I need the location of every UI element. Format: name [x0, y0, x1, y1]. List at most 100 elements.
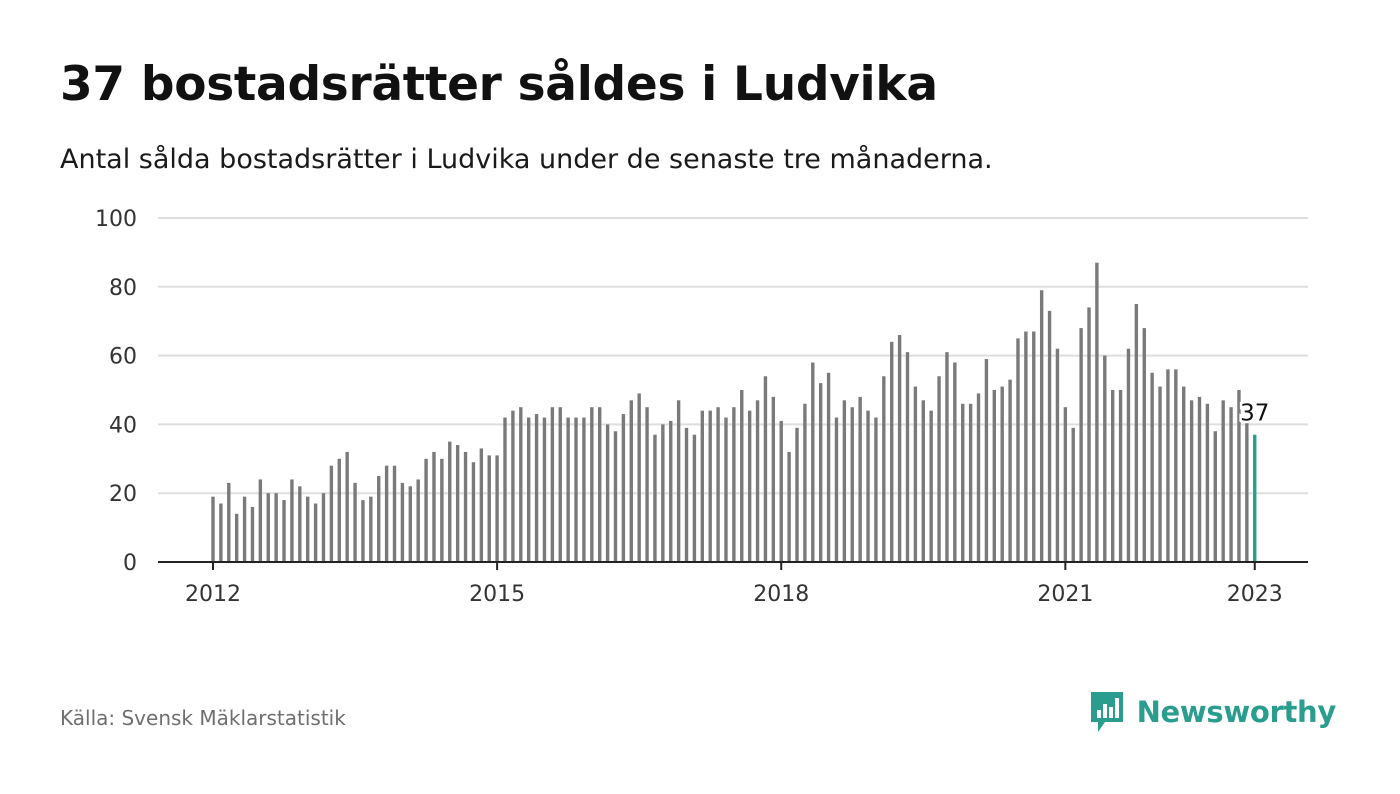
bar — [282, 500, 286, 562]
bar — [842, 400, 847, 562]
bar — [503, 417, 507, 562]
bar — [329, 465, 334, 562]
bar — [1134, 304, 1139, 562]
bar — [953, 362, 957, 562]
source-note: Källa: Svensk Mäklarstatistik — [60, 706, 346, 730]
bar — [653, 434, 657, 562]
bar — [1126, 348, 1131, 562]
bar — [1142, 328, 1146, 562]
bar — [882, 376, 886, 562]
bar — [1024, 331, 1028, 562]
bar — [637, 393, 641, 562]
bar — [992, 390, 997, 562]
bar — [550, 407, 555, 562]
bar — [1087, 307, 1091, 562]
bar — [1110, 390, 1115, 562]
bar — [298, 486, 302, 562]
bar — [455, 445, 460, 562]
bar — [582, 417, 586, 562]
x-tick-label: 2021 — [1037, 582, 1093, 607]
bar — [266, 493, 270, 562]
bar — [700, 410, 704, 562]
bar — [1189, 400, 1194, 562]
y-tick-label: 60 — [109, 345, 137, 370]
bar — [1174, 369, 1178, 562]
bar — [1103, 355, 1107, 562]
bar — [1055, 348, 1060, 562]
bar — [479, 448, 484, 562]
bar — [905, 352, 910, 562]
bar — [1063, 407, 1068, 562]
brand[interactable]: Newsworthy — [1089, 690, 1336, 734]
bar — [463, 451, 468, 562]
bar — [211, 496, 215, 562]
bar — [740, 390, 744, 562]
bar — [1221, 400, 1225, 562]
bar — [440, 458, 444, 562]
bar — [471, 462, 476, 562]
bar — [369, 496, 373, 562]
bar — [566, 417, 570, 562]
bar — [763, 376, 768, 562]
bar — [866, 410, 870, 562]
y-tick-label: 100 — [95, 207, 137, 232]
bar — [384, 465, 389, 562]
bar — [290, 479, 294, 562]
x-tick-label: 2018 — [753, 582, 809, 607]
bar — [913, 386, 918, 562]
bar — [448, 441, 452, 562]
bar — [897, 334, 902, 562]
bar — [945, 352, 949, 562]
bar — [645, 407, 649, 562]
bar — [1166, 369, 1170, 562]
x-tick-label: 2023 — [1227, 582, 1283, 607]
bar — [432, 451, 436, 562]
bar — [1245, 420, 1249, 562]
bar — [858, 396, 862, 562]
bar — [1229, 407, 1233, 562]
chart-subtitle: Antal sålda bostadsrätter i Ludvika unde… — [60, 144, 993, 175]
brand-name: Newsworthy — [1136, 695, 1337, 729]
bar — [306, 496, 310, 562]
bar — [1205, 403, 1210, 562]
bar — [708, 410, 712, 562]
bar-highlight — [1253, 434, 1257, 562]
bar — [1079, 328, 1083, 562]
bar — [1039, 290, 1044, 562]
bar — [242, 496, 247, 562]
y-tick-label: 0 — [123, 551, 137, 576]
bar — [542, 417, 547, 562]
bar — [684, 427, 689, 562]
bar — [274, 493, 278, 562]
bar — [424, 458, 428, 562]
bar — [408, 486, 412, 562]
bar — [574, 417, 578, 562]
bar-chart-speech-bubble-icon — [1090, 692, 1123, 732]
bar — [321, 493, 326, 562]
bar — [519, 407, 523, 562]
bar — [661, 424, 665, 562]
bar — [803, 403, 807, 562]
bar — [621, 414, 626, 562]
bar — [227, 482, 231, 562]
bar — [313, 503, 318, 562]
bar — [811, 362, 815, 562]
bar — [716, 407, 720, 562]
bar — [558, 407, 562, 562]
highlight-value-label: 37 — [1240, 401, 1269, 427]
bar — [526, 417, 531, 562]
bar — [1118, 390, 1123, 562]
bar — [984, 359, 989, 562]
bar — [219, 503, 223, 562]
bar — [598, 407, 602, 562]
bar — [629, 400, 633, 562]
bar — [890, 341, 894, 562]
y-tick-label: 20 — [109, 482, 137, 507]
bar — [874, 417, 878, 562]
bar — [755, 400, 760, 562]
bar — [258, 479, 263, 562]
bar — [732, 407, 736, 562]
bar — [961, 403, 965, 562]
y-tick-label: 80 — [109, 276, 137, 301]
